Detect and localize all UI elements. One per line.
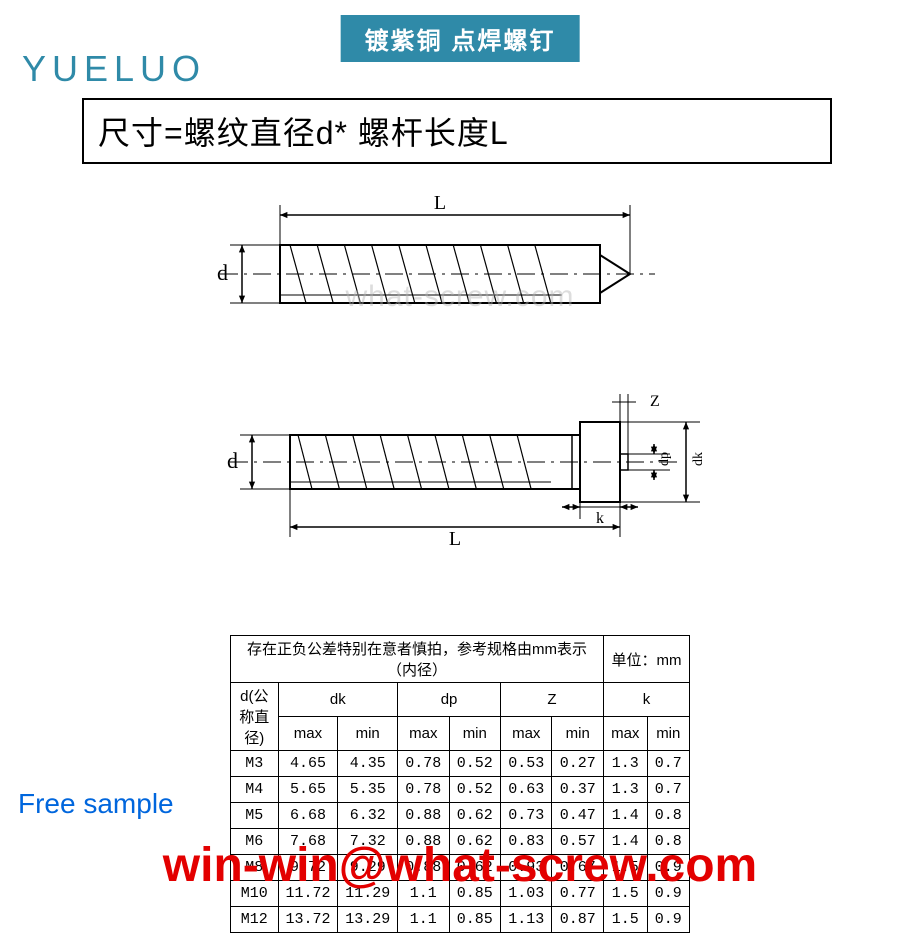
cell-d: M5 [231,803,279,829]
subcol-max: max [603,717,647,751]
subcol-min: min [552,717,603,751]
svg-text:d: d [217,260,228,285]
screw-diagram: Ld d Lk Zdp dk [0,185,920,605]
cell-value: 6.68 [278,803,338,829]
size-formula: 尺寸=螺纹直径d* 螺杆长度L [82,98,832,164]
table-row: M45.655.350.780.520.630.371.30.7 [231,777,690,803]
cell-value: 0.63 [501,777,552,803]
subcol-max: max [278,717,338,751]
cell-value: 0.37 [552,777,603,803]
subcol-min: min [647,717,689,751]
svg-text:d: d [227,448,238,473]
subcol-min: min [449,717,500,751]
subcol-min: min [338,717,398,751]
subcol-max: max [501,717,552,751]
svg-text:k: k [596,510,604,527]
cell-value: 5.35 [338,777,398,803]
cell-value: 0.73 [501,803,552,829]
svg-text:dp: dp [657,452,672,466]
cell-value: 4.35 [338,751,398,777]
cell-value: 0.52 [449,777,500,803]
cell-value: 0.78 [398,777,449,803]
cell-value: 0.8 [647,803,689,829]
table-row: M34.654.350.780.520.530.271.30.7 [231,751,690,777]
col-group-k: k [603,683,689,717]
cell-value: 6.32 [338,803,398,829]
table-row: M56.686.320.880.620.730.471.40.8 [231,803,690,829]
brand-logo: YUELUO [22,48,206,90]
svg-text:L: L [449,528,461,550]
col-group-dk: dk [278,683,398,717]
cell-value: 0.7 [647,777,689,803]
cell-value: 0.78 [398,751,449,777]
subcol-max: max [398,717,449,751]
cell-value: 4.65 [278,751,338,777]
header-banner: 镀紫铜 点焊螺钉 [341,15,580,62]
cell-value: 0.47 [552,803,603,829]
cell-value: 5.65 [278,777,338,803]
table-unit: 单位：mm [603,636,689,683]
col-d: d(公称直径) [231,683,279,751]
table-note: 存在正负公差特别在意者慎拍，参考规格由mm表示（内径） [231,636,604,683]
svg-text:Z: Z [650,393,660,410]
svg-text:L: L [434,192,446,214]
free-sample-overlay: Free sample [18,788,174,820]
cell-value: 0.27 [552,751,603,777]
cell-value: 0.53 [501,751,552,777]
cell-value: 0.62 [449,803,500,829]
cell-d: M3 [231,751,279,777]
svg-text:dk: dk [691,452,706,466]
cell-value: 1.4 [603,803,647,829]
cell-d: M4 [231,777,279,803]
cell-value: 1.3 [603,777,647,803]
email-overlay: win-win@what-screw.com [163,838,757,893]
cell-value: 0.7 [647,751,689,777]
cell-value: 0.52 [449,751,500,777]
cell-value: 0.88 [398,803,449,829]
col-group-Z: Z [501,683,604,717]
cell-value: 1.3 [603,751,647,777]
col-group-dp: dp [398,683,501,717]
